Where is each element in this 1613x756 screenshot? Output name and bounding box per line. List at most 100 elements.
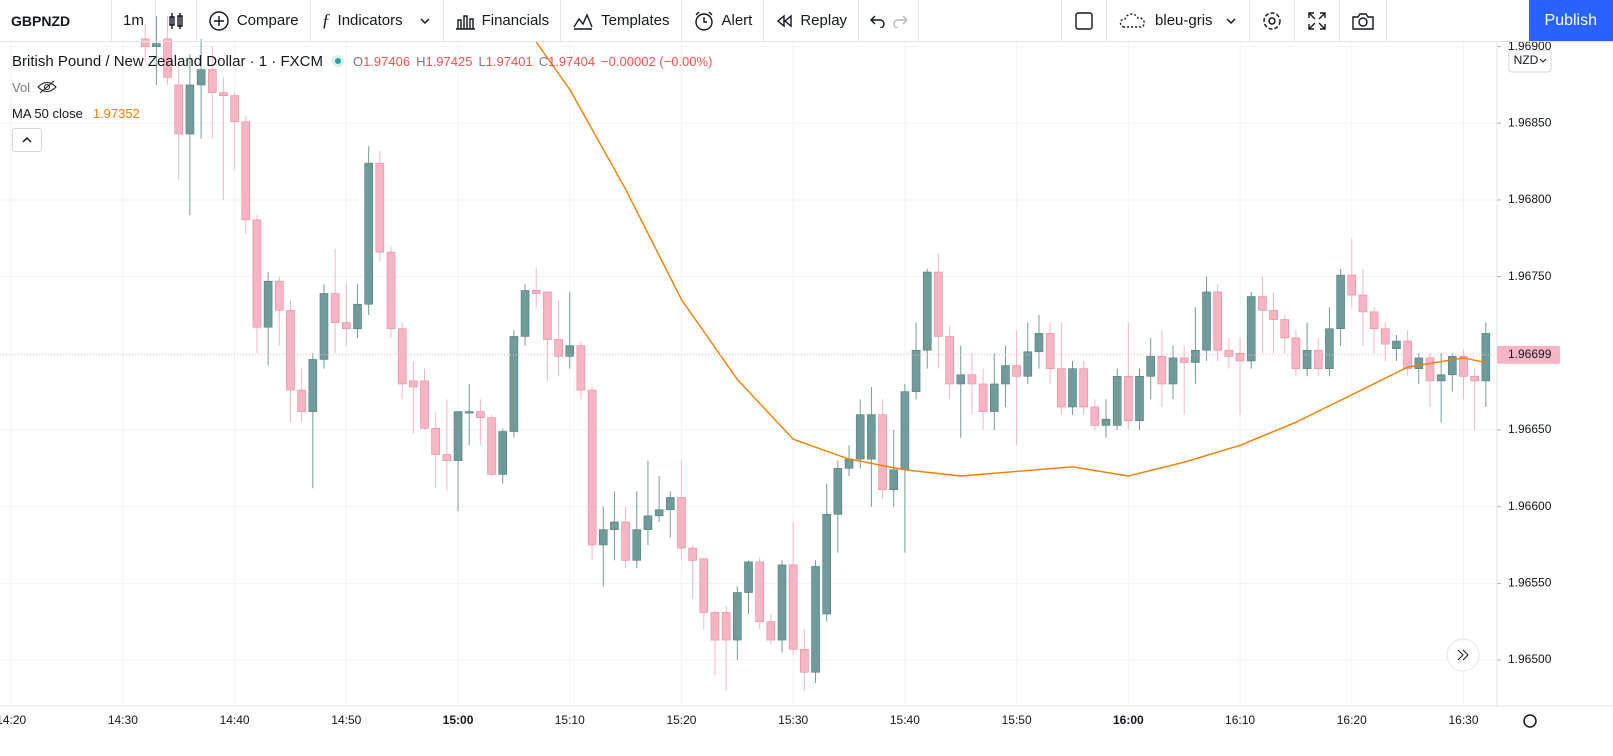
change-value: −0.00002 (−0.00%) (601, 53, 713, 69)
candle-body (766, 621, 776, 641)
fullscreen-toggle[interactable] (1061, 0, 1108, 41)
candle-body (621, 521, 630, 561)
candle-body (274, 280, 284, 311)
candle-body (1135, 376, 1144, 422)
candle-body (453, 411, 463, 461)
candle-body (1269, 310, 1278, 320)
candle-body (1347, 274, 1357, 296)
candle-body (1034, 333, 1044, 353)
y-tick-label: 1.96550 (1508, 575, 1552, 589)
hidden-icon[interactable] (36, 79, 58, 95)
publish-button[interactable]: Publish (1528, 0, 1613, 41)
candle-body (1224, 349, 1234, 357)
legend: British Pound / New Zealand Dollar · 1 ·… (12, 50, 712, 152)
y-tick-label: 1.96500 (1508, 652, 1552, 666)
candle-body (922, 271, 932, 351)
candle-body (476, 411, 485, 419)
candle-body (1369, 311, 1379, 330)
candle-body (1325, 328, 1334, 369)
candle-body (297, 389, 306, 412)
candle-body (1168, 357, 1178, 385)
candle-body (1146, 356, 1155, 377)
candle-body (252, 219, 262, 328)
candle-body (140, 38, 150, 47)
legend-vol: Vol (12, 76, 712, 98)
settings-icon[interactable] (1523, 714, 1537, 728)
candle-body (699, 558, 709, 613)
symbol[interactable]: GBPNZD (0, 0, 112, 41)
collapse-button[interactable] (12, 128, 42, 152)
price-axis (1497, 42, 1613, 756)
candle-body (1313, 349, 1323, 369)
candle-body (1179, 357, 1189, 363)
candle-body (576, 345, 586, 391)
candle-body (967, 374, 977, 385)
candle-body (487, 417, 496, 475)
candle-body (744, 561, 753, 593)
replay[interactable]: Replay (764, 0, 860, 41)
candle-body (855, 414, 865, 460)
candle-body (643, 515, 653, 530)
candle-body (1280, 319, 1290, 339)
candle-body (1202, 291, 1211, 351)
fx-icon: ƒ (321, 10, 331, 30)
candle-body (174, 84, 184, 135)
candle-body (677, 497, 686, 549)
status-dot (331, 55, 344, 67)
x-tick-label: 16:20 (1337, 713, 1367, 727)
candle-body (956, 374, 966, 385)
candle-body (1157, 356, 1167, 385)
candle-body (632, 529, 642, 561)
candle-body (185, 84, 195, 135)
candle-body (1235, 352, 1245, 362)
candle-body (308, 359, 318, 412)
candle-body (263, 280, 273, 328)
candle-body (1057, 368, 1066, 408)
last-price-label: 1.96699 (1508, 347, 1552, 361)
alert[interactable]: Alert (682, 0, 765, 41)
candle-body (1246, 296, 1256, 362)
candle-body (1470, 376, 1479, 382)
y-tick-label: 1.96600 (1508, 499, 1552, 513)
templates[interactable]: Templates (561, 0, 682, 41)
chart-type[interactable] (156, 0, 197, 41)
interval[interactable]: 1m (112, 0, 156, 41)
x-tick-label: 14:50 (331, 713, 361, 727)
candle-body (889, 469, 899, 491)
candle-body (1213, 291, 1223, 351)
layout-label: bleu-gris (1155, 12, 1213, 29)
settings[interactable] (1250, 0, 1295, 41)
indicators[interactable]: ƒ Indicators (311, 0, 444, 41)
candle-body (755, 561, 764, 622)
candle-body (230, 95, 239, 123)
o-key: O (352, 53, 364, 69)
snapshot[interactable] (1340, 0, 1387, 41)
currency-button[interactable] (1508, 49, 1552, 73)
candle-body (1090, 406, 1100, 426)
candle-body (867, 414, 876, 460)
ma-line (535, 41, 1486, 477)
undo-redo[interactable] (859, 0, 920, 41)
candle-body (1079, 368, 1088, 408)
financials[interactable]: Financials (444, 0, 562, 41)
candle-body (1191, 349, 1200, 363)
high-value: 1.97425 (425, 53, 473, 69)
compare[interactable]: Compare (197, 0, 311, 41)
legend-ma: MA 50 close 1.97352 (12, 102, 712, 124)
candle-body (1448, 356, 1457, 376)
maximize[interactable] (1295, 0, 1340, 41)
candle-body (1101, 418, 1111, 426)
candle-body (1436, 374, 1446, 382)
candle-body (733, 592, 742, 641)
x-tick-label: 16:10 (1225, 713, 1255, 727)
x-tick-label: 16:00 (1113, 713, 1144, 727)
candle-body (665, 497, 675, 511)
open-value: 1.97406 (363, 53, 411, 69)
vol-label: Vol (12, 79, 31, 95)
candle-body (509, 336, 519, 432)
layout[interactable]: bleu-gris (1107, 0, 1250, 41)
candle-body (721, 612, 731, 641)
ma-label: MA 50 close (12, 105, 83, 121)
